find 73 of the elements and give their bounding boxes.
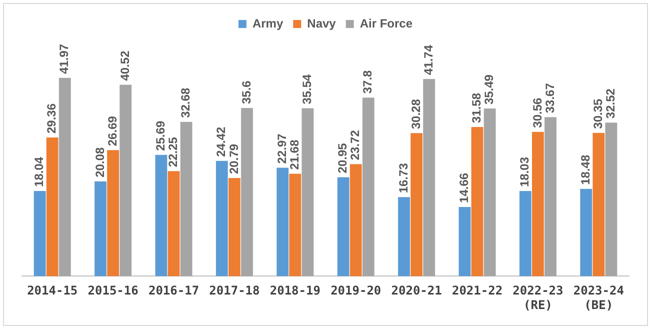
- bar: [410, 133, 423, 276]
- data-label: 32.68: [178, 87, 193, 118]
- x-tick-label: 2023-24 (BE): [573, 284, 624, 312]
- x-tick-label: 2020-21: [391, 284, 442, 298]
- data-label: 20.79: [226, 144, 241, 174]
- data-label: 30.28: [408, 98, 423, 130]
- data-label: 20.08: [92, 146, 107, 178]
- bar: [289, 174, 302, 276]
- data-label: 22.97: [274, 133, 289, 164]
- data-label: 40.52: [118, 50, 132, 81]
- data-label: 18.04: [32, 156, 46, 187]
- x-tick-label: 2014-15: [27, 284, 78, 298]
- data-label: 29.36: [44, 103, 59, 134]
- bar: [350, 164, 362, 276]
- x-tick-label: 2021-22: [452, 284, 503, 298]
- x-tick-label: 2017-18: [209, 284, 260, 298]
- bar: [107, 150, 120, 276]
- bar: [241, 108, 253, 276]
- bar: [120, 84, 132, 276]
- data-label: 32.52: [604, 88, 618, 119]
- x-tick-label: 2016-17: [148, 284, 200, 298]
- bar: [458, 206, 471, 276]
- bar: [423, 79, 436, 276]
- bar: [228, 178, 240, 276]
- bar: [580, 188, 592, 276]
- data-label: 20.95: [336, 142, 350, 174]
- data-label: 31.58: [470, 92, 484, 124]
- x-tick-label: 2015-16: [88, 284, 138, 298]
- bar: [592, 132, 605, 276]
- data-label: 41.97: [57, 44, 72, 74]
- data-label: 35.6: [239, 80, 254, 104]
- x-tick-label: 2019-20: [330, 284, 382, 298]
- data-label: 18.48: [578, 154, 592, 185]
- data-label: 16.73: [396, 162, 410, 194]
- data-label: 22.25: [166, 136, 180, 168]
- legend-label: Army: [252, 16, 284, 30]
- data-label: 30.35: [590, 98, 605, 129]
- bar: [302, 108, 314, 276]
- bar: [484, 108, 496, 276]
- legend-label: Air Force: [360, 16, 413, 30]
- bar: [168, 171, 180, 276]
- data-label: 33.67: [542, 82, 557, 114]
- bar: [216, 160, 228, 276]
- bar: [94, 181, 106, 276]
- bar: [519, 191, 532, 276]
- bar: [544, 117, 556, 276]
- data-label: 30.56: [530, 97, 544, 128]
- x-tick-label: 2022-23 (RE): [512, 284, 564, 312]
- data-label: 24.42: [214, 126, 228, 157]
- bar: [276, 168, 289, 276]
- data-label: 26.69: [105, 116, 120, 146]
- bar: [398, 197, 410, 276]
- bar: [180, 122, 192, 276]
- bar: [471, 127, 484, 276]
- data-label: 35.49: [482, 74, 496, 105]
- bar: [46, 138, 58, 276]
- bar: [532, 132, 544, 276]
- data-label: 35.54: [300, 74, 314, 104]
- data-label: 23.72: [348, 130, 362, 160]
- data-label: 21.68: [287, 139, 302, 170]
- bar: [58, 78, 71, 276]
- bar: [155, 154, 168, 276]
- data-label: 41.74: [421, 44, 436, 76]
- legend-label: Navy: [307, 16, 336, 30]
- data-label: 14.66: [457, 172, 472, 203]
- bar: [605, 122, 618, 276]
- data-label: 25.69: [154, 120, 168, 151]
- bar: [337, 177, 350, 276]
- bar: [34, 190, 46, 276]
- data-label: 37.8: [360, 70, 375, 94]
- x-tick-label: 2018-19: [270, 284, 320, 298]
- data-label: 18.03: [518, 156, 532, 188]
- bar: [362, 98, 374, 276]
